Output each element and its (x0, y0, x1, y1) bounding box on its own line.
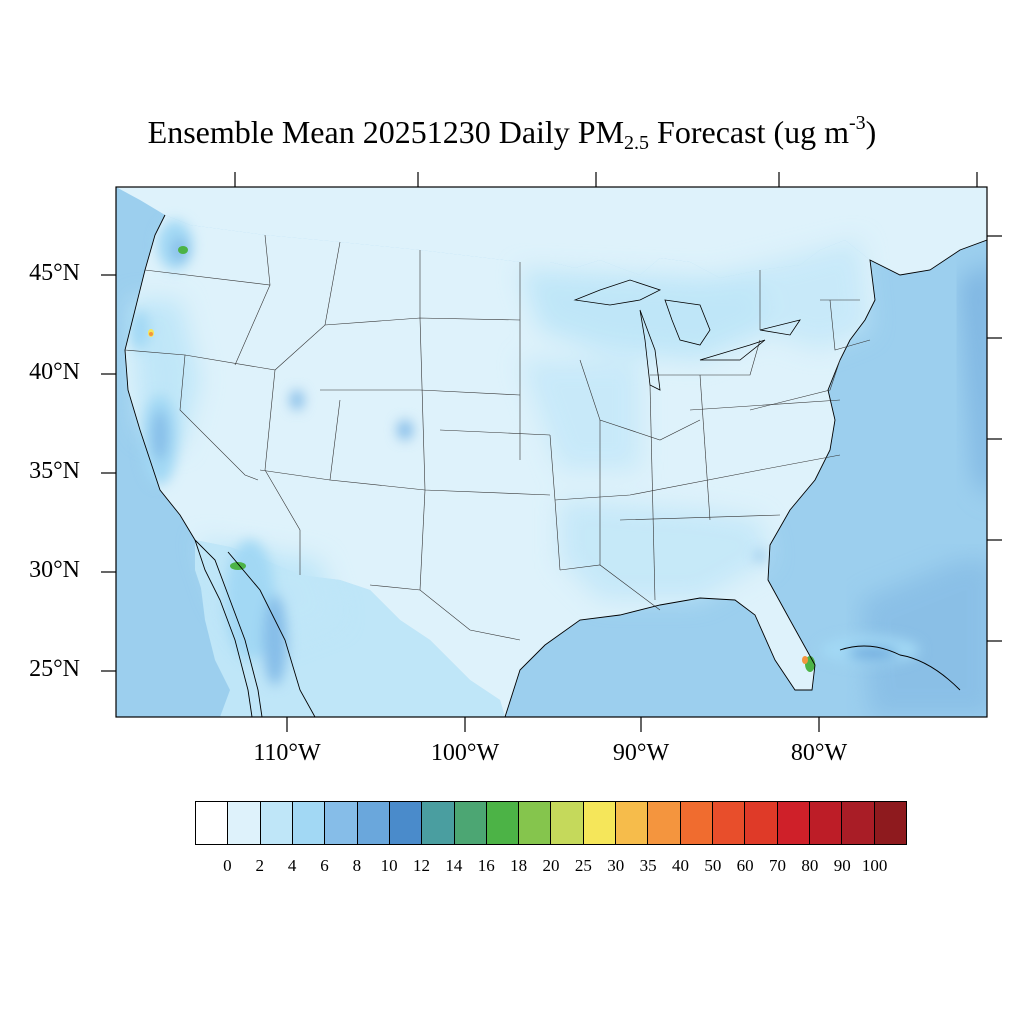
legend-swatch (486, 802, 520, 844)
title-rest: Forecast (ug m (649, 114, 849, 150)
canada-land (116, 187, 987, 278)
legend-label: 20 (542, 856, 560, 875)
coastlines (124, 214, 987, 717)
legend-swatch (389, 802, 423, 844)
lat-label-35: 35°N (29, 458, 80, 484)
lon-label-110w: 110°W (253, 740, 321, 766)
legend-label: 10 (380, 856, 398, 875)
lat-label-40: 40°N (29, 359, 80, 385)
legend-label: 80 (801, 856, 819, 875)
legend-label: 90 (833, 856, 851, 875)
legend-label: 8 (352, 856, 362, 875)
axis-ticks (101, 172, 1002, 732)
legend-swatch (583, 802, 617, 844)
legend-label: 6 (320, 856, 329, 875)
legend-label: 16 (477, 856, 495, 875)
lat-label-45: 45°N (29, 260, 80, 286)
legend-swatch (357, 802, 390, 844)
map-frame (115, 186, 988, 718)
legend-label: 4 (287, 856, 297, 875)
legend-label: 50 (704, 856, 722, 875)
legend-label: 40 (671, 856, 689, 875)
legend-swatch (842, 802, 875, 844)
title-superscript: -3 (849, 112, 866, 134)
lon-label-100w: 100°W (430, 740, 500, 766)
state-borders (124, 234, 871, 641)
legend-label: 35 (639, 856, 657, 875)
lat-label-25: 25°N (29, 656, 80, 682)
legend-swatch (454, 802, 487, 844)
title-close: ) (865, 114, 877, 150)
legend-label: 18 (510, 856, 528, 875)
lon-label-80w: 80°W (790, 740, 848, 766)
lat-label-30: 30°N (29, 557, 80, 583)
legend-swatch (422, 802, 455, 844)
legend-swatch (874, 802, 906, 844)
legend-swatch (713, 802, 746, 844)
atlantic-high-band (960, 264, 987, 492)
map-content (116, 187, 987, 717)
legend-label: 70 (769, 856, 787, 875)
map-title: Ensemble Mean 20251230 Daily PM2.5 Forec… (0, 112, 1024, 155)
legend-swatch (325, 802, 358, 844)
legend-swatch (519, 802, 552, 844)
legend-swatch (196, 802, 229, 844)
legend-swatch (616, 802, 649, 844)
title-subscript: 2.5 (624, 132, 650, 154)
legend-label: 30 (607, 856, 625, 875)
title-main: Ensemble Mean 20251230 Daily PM (147, 114, 625, 150)
legend-swatch (228, 802, 261, 844)
legend-label: 25 (574, 856, 592, 875)
legend-swatch (745, 802, 778, 844)
legend-swatch (777, 802, 810, 844)
legend-colorbar (195, 801, 907, 845)
lon-label-90w: 90°W (612, 740, 670, 766)
legend-label: 14 (445, 856, 463, 875)
atlantic-south-band (860, 560, 987, 717)
legend-label: 0 (223, 856, 232, 875)
great-lakes (573, 279, 801, 391)
legend-label: 100 (861, 856, 888, 875)
legend-swatch (292, 802, 326, 844)
legend-label: 60 (736, 856, 754, 875)
legend-label: 2 (255, 856, 264, 875)
legend-swatch (551, 802, 584, 844)
legend-label: 12 (413, 856, 431, 875)
legend-swatch (260, 802, 293, 844)
legend-swatch (648, 802, 681, 844)
legend-swatch (680, 802, 713, 844)
legend-swatch (809, 802, 843, 844)
pollution-field-high (130, 220, 920, 685)
